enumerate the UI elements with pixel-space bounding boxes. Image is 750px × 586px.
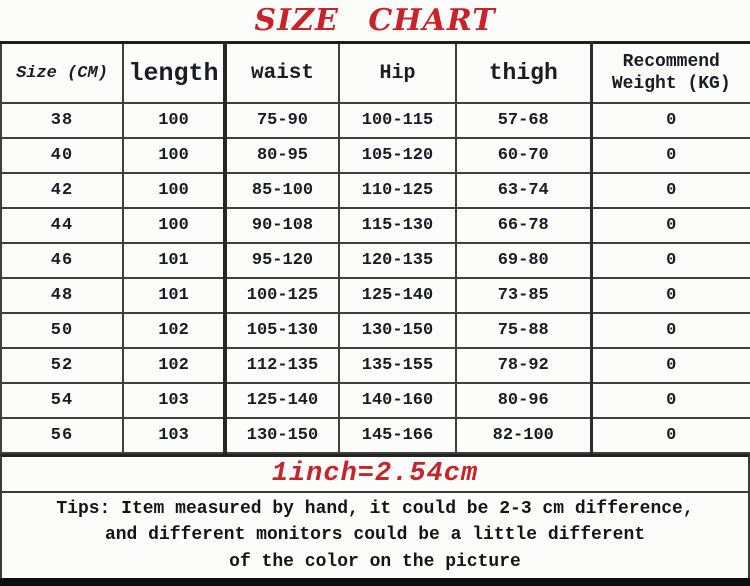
value-cell: 112-135 <box>223 347 340 384</box>
size-cell: 44 <box>0 207 124 244</box>
value-cell: 120-135 <box>338 242 457 279</box>
column-header: Size (CM) <box>0 41 124 104</box>
value-cell: 80-96 <box>455 382 592 419</box>
value-cell: 60-70 <box>455 137 592 174</box>
column-header: length <box>122 41 226 104</box>
table-header-row: Size (CM) length waist Hip thigh Recommend We… <box>0 41 750 104</box>
value-cell: 75-90 <box>223 102 340 139</box>
value-cell: 100 <box>122 102 226 139</box>
title-bar: SIZE CHART <box>0 0 750 41</box>
size-cell: 56 <box>0 417 124 454</box>
value-cell: 66-78 <box>455 207 592 244</box>
value-cell: 0 <box>589 137 750 174</box>
value-cell: 0 <box>589 347 750 384</box>
value-cell: 82-100 <box>455 417 592 454</box>
value-cell: 0 <box>589 277 750 314</box>
size-cell: 40 <box>0 137 124 174</box>
conversion-strip: 1inch=2.54cm <box>0 454 750 493</box>
size-cell: 50 <box>0 312 124 349</box>
value-cell: 125-140 <box>223 382 340 419</box>
value-cell: 140-160 <box>338 382 457 419</box>
value-cell: 80-95 <box>223 137 340 174</box>
table-row: 44 100 90-108 115-130 66-78 0 <box>0 207 750 244</box>
value-cell: 145-166 <box>338 417 457 454</box>
value-cell: 95-120 <box>223 242 340 279</box>
value-cell: 73-85 <box>455 277 592 314</box>
table-row: 54 103 125-140 140-160 80-96 0 <box>0 382 750 419</box>
table-row: 52 102 112-135 135-155 78-92 0 <box>0 347 750 384</box>
value-cell: 100-125 <box>223 277 340 314</box>
column-header: Hip <box>338 41 457 104</box>
size-chart-table: Size (CM) length waist Hip thigh Recommend We… <box>0 41 750 454</box>
value-cell: 101 <box>122 242 226 279</box>
tips-line-3: of the color on the picture <box>229 551 521 572</box>
value-cell: 78-92 <box>455 347 592 384</box>
value-cell: 0 <box>589 207 750 244</box>
tips-line-2: and different monitors could be a little… <box>104 525 646 546</box>
value-cell: 0 <box>589 382 750 419</box>
value-cell: 0 <box>589 312 750 349</box>
value-cell: 57-68 <box>455 102 592 139</box>
table-row: 40 100 80-95 105-120 60-70 0 <box>0 137 750 174</box>
value-cell: 103 <box>122 417 226 454</box>
value-cell: 102 <box>122 347 226 384</box>
conversion-note: 1inch=2.54cm <box>271 459 479 489</box>
value-cell: 110-125 <box>338 172 457 209</box>
value-cell: 0 <box>589 102 750 139</box>
value-cell: 130-150 <box>338 312 457 349</box>
value-cell: 130-150 <box>223 417 340 454</box>
value-cell: 0 <box>589 417 750 454</box>
value-cell: 105-130 <box>223 312 340 349</box>
size-table-body: 38 100 75-90 100-115 57-68 0 40 100 80-95 105-120… <box>0 102 750 454</box>
table-row: 42 100 85-100 110-125 63-74 0 <box>0 172 750 209</box>
column-header: waist <box>223 41 340 104</box>
value-cell: 115-130 <box>338 207 457 244</box>
value-cell: 103 <box>122 382 226 419</box>
column-header: Recommend Weight (KG) <box>589 41 750 104</box>
value-cell: 63-74 <box>455 172 592 209</box>
size-cell: 42 <box>0 172 124 209</box>
value-cell: 69-80 <box>455 242 592 279</box>
table-row: 56 103 130-150 145-166 82-100 0 <box>0 417 750 454</box>
table-row: 50 102 105-130 130-150 75-88 0 <box>0 312 750 349</box>
size-cell: 38 <box>0 102 124 139</box>
tips-line-1: Tips: Item measured by hand, it could be… <box>56 499 694 520</box>
value-cell: 125-140 <box>338 277 457 314</box>
size-cell: 48 <box>0 277 124 314</box>
column-header: thigh <box>455 41 592 104</box>
size-cell: 46 <box>0 242 124 279</box>
value-cell: 102 <box>122 312 226 349</box>
value-cell: 0 <box>589 172 750 209</box>
table-row: 48 101 100-125 125-140 73-85 0 <box>0 277 750 314</box>
tips-section: Tips: Item measured by hand, it could be… <box>0 493 750 578</box>
value-cell: 100 <box>122 172 226 209</box>
value-cell: 100 <box>122 137 226 174</box>
value-cell: 100 <box>122 207 226 244</box>
value-cell: 85-100 <box>223 172 340 209</box>
size-cell: 52 <box>0 347 124 384</box>
value-cell: 75-88 <box>455 312 592 349</box>
value-cell: 101 <box>122 277 226 314</box>
value-cell: 90-108 <box>223 207 340 244</box>
table-row: 46 101 95-120 120-135 69-80 0 <box>0 242 750 279</box>
value-cell: 135-155 <box>338 347 457 384</box>
size-cell: 54 <box>0 382 124 419</box>
page-title: SIZE CHART <box>254 3 496 38</box>
table-row: 38 100 75-90 100-115 57-68 0 <box>0 102 750 139</box>
value-cell: 100-115 <box>338 102 457 139</box>
value-cell: 0 <box>589 242 750 279</box>
bottom-black-bar <box>0 578 750 586</box>
value-cell: 105-120 <box>338 137 457 174</box>
